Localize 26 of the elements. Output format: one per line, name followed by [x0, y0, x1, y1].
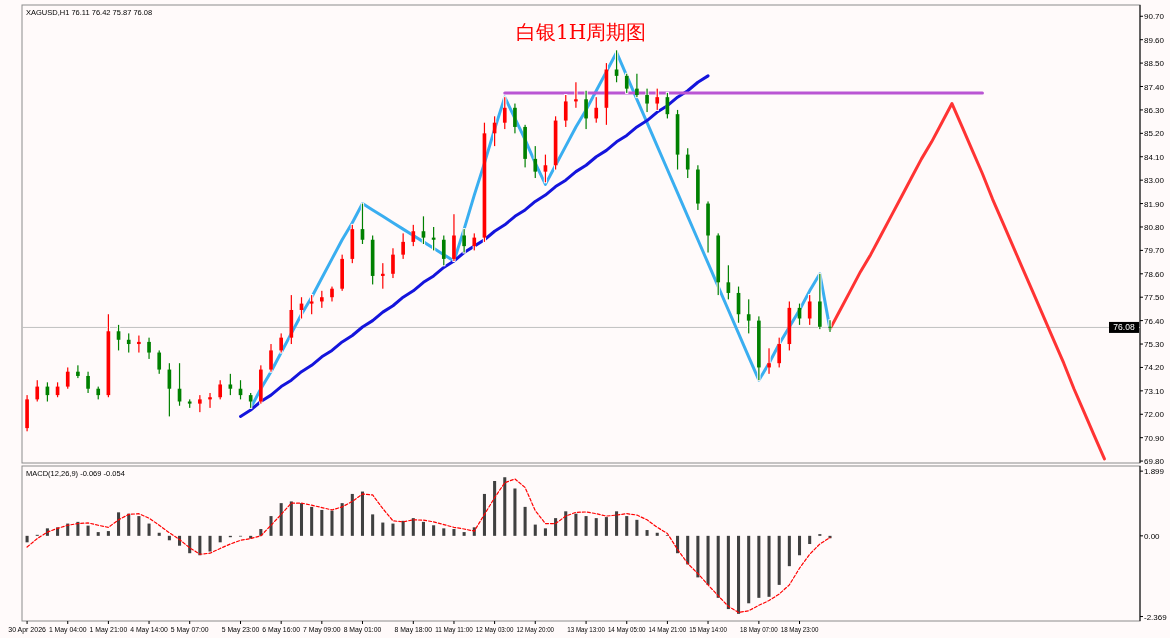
- y-tick-label: 88.50: [1144, 59, 1165, 69]
- y-tick-label: 78.60: [1144, 269, 1165, 279]
- y-tick-label: 77.50: [1144, 293, 1165, 303]
- y-tick-label: 1.899: [1144, 467, 1165, 477]
- y-tick-label: 87.40: [1144, 82, 1165, 92]
- y-tick-label: 69.80: [1144, 457, 1165, 467]
- y-tick-label: 76.40: [1144, 316, 1165, 326]
- y-tick-label: 86.30: [1144, 105, 1165, 115]
- ref-line-label: 76.08: [1113, 322, 1135, 333]
- title: 白银1H周期图: [515, 20, 647, 44]
- y-tick-label: 74.20: [1144, 363, 1165, 373]
- y-tick-label: 89.60: [1144, 35, 1165, 45]
- y-tick-label: 85.20: [1144, 129, 1165, 139]
- y-tick-label: 83.00: [1144, 176, 1165, 186]
- y-tick-label: 80.80: [1144, 223, 1165, 232]
- y-tick-label: 75.30: [1144, 340, 1165, 350]
- y-tick-label: 0.00: [1144, 531, 1160, 541]
- y-tick-label: 72.00: [1144, 410, 1165, 420]
- y-tick-label: 84.10: [1144, 152, 1165, 162]
- y-tick-label: 79.70: [1144, 246, 1165, 256]
- y-tick-label: 73.10: [1144, 386, 1165, 396]
- y-tick-label: -2.369: [1144, 612, 1167, 622]
- y-tick-label: 70.90: [1144, 433, 1165, 443]
- y-tick-label: 90.70: [1144, 12, 1165, 22]
- ref-line-label: 76.08: [1109, 321, 1139, 333]
- y-tick-label: 81.90: [1144, 199, 1165, 209]
